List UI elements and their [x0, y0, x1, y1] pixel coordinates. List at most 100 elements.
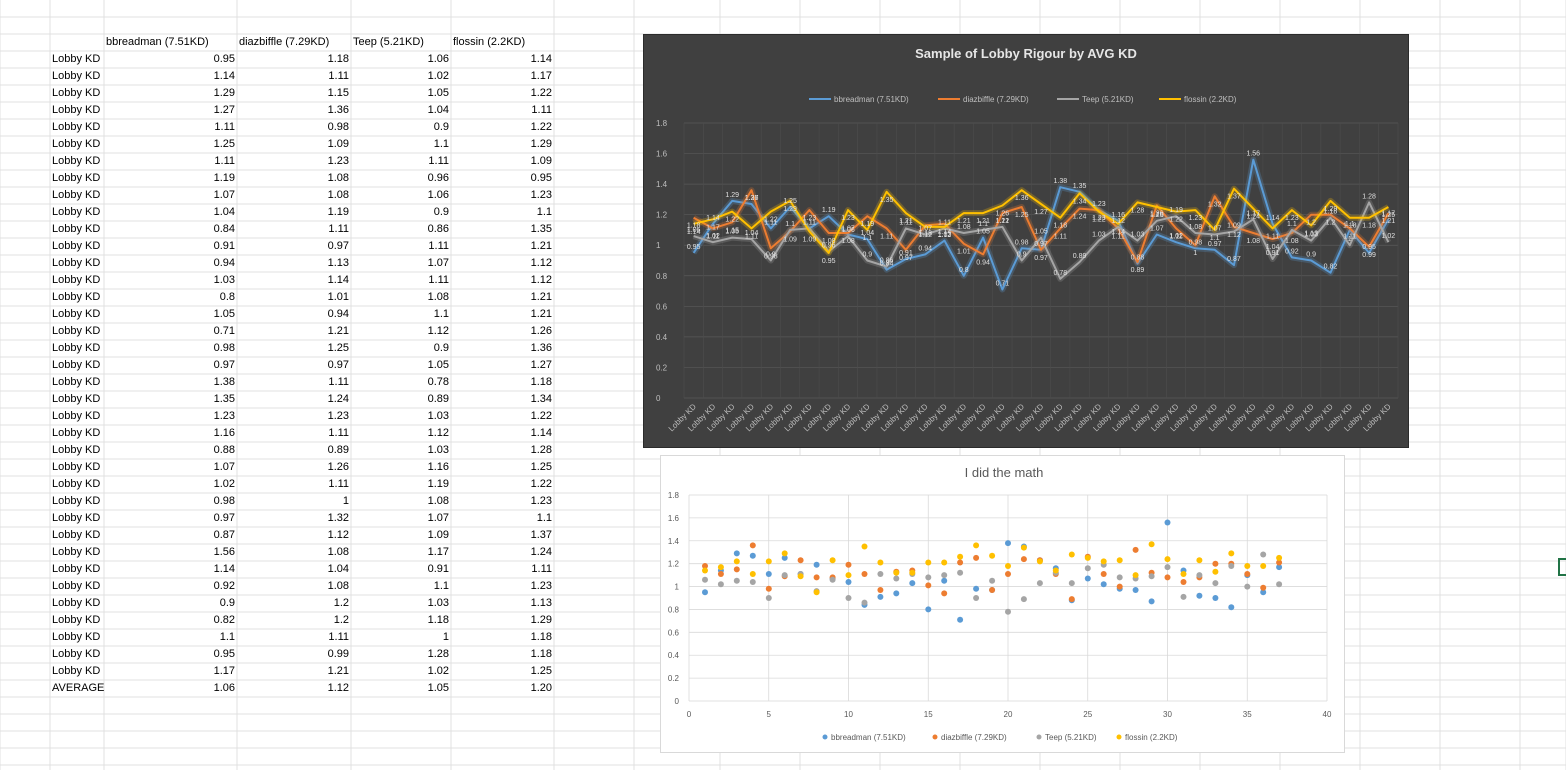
data-cell[interactable]: 1.32 [327, 512, 349, 524]
scatter-point[interactable] [877, 587, 884, 593]
scatter-point[interactable] [749, 542, 756, 549]
scatter-point[interactable] [1212, 560, 1219, 567]
scatter-point[interactable] [925, 574, 932, 581]
data-cell[interactable]: 0.99 [327, 648, 349, 660]
scatter-point[interactable] [1116, 557, 1123, 564]
data-cell[interactable]: 1.02 [427, 70, 449, 82]
data-cell[interactable]: 1.11 [328, 631, 349, 643]
scatter-point[interactable] [765, 595, 772, 601]
data-cell[interactable]: 1.2 [333, 614, 349, 626]
data-cell[interactable]: 0.95 [213, 648, 235, 660]
row-label-cell[interactable]: Lobby KD [52, 172, 101, 184]
data-cell[interactable]: 0.71 [213, 325, 235, 337]
scatter-point[interactable] [1276, 559, 1283, 566]
data-cell[interactable]: 0.94 [327, 308, 349, 320]
row-label-cell[interactable]: Lobby KD [52, 614, 101, 626]
scatter-point[interactable] [1164, 574, 1171, 581]
scatter-point[interactable] [845, 595, 852, 601]
data-cell[interactable]: 1.19 [213, 172, 235, 184]
row-label-cell[interactable]: Lobby KD [52, 291, 101, 303]
data-cell[interactable]: 1.36 [327, 104, 349, 116]
row-label-cell[interactable]: Lobby KD [52, 189, 101, 201]
scatter-point[interactable] [909, 580, 916, 587]
data-cell[interactable]: 1.07 [213, 189, 235, 201]
row-label-cell[interactable]: Lobby KD [52, 104, 101, 116]
scatter-point[interactable] [765, 558, 772, 565]
data-cell[interactable]: 1.23 [530, 189, 552, 201]
scatter-point[interactable] [717, 564, 724, 571]
scatter-point[interactable] [1228, 550, 1235, 557]
scatter-point[interactable] [1132, 572, 1139, 579]
data-cell[interactable]: 1.25 [213, 138, 235, 150]
data-cell[interactable]: 1.08 [427, 291, 449, 303]
scatter-point[interactable] [781, 550, 788, 557]
data-cell[interactable]: 1.23 [327, 155, 349, 167]
scatter-point[interactable] [845, 579, 852, 585]
average-label-cell[interactable]: AVERAGE [52, 682, 105, 694]
data-cell[interactable]: 1.14 [213, 563, 235, 575]
scatter-point[interactable] [1228, 604, 1235, 611]
data-cell[interactable]: 1.17 [427, 546, 449, 558]
data-cell[interactable]: 1.12 [530, 274, 552, 286]
row-label-cell[interactable]: Lobby KD [52, 206, 101, 218]
scatter-point[interactable] [941, 559, 948, 566]
data-cell[interactable]: 1.01 [327, 291, 349, 303]
data-cell[interactable]: 1.29 [530, 614, 552, 626]
scatter-point[interactable] [829, 576, 836, 583]
data-cell[interactable]: 1.19 [427, 478, 449, 490]
scatter-point[interactable] [1180, 571, 1187, 577]
scatter-point[interactable] [749, 579, 756, 585]
series-line[interactable] [693, 189, 1390, 263]
row-label-cell[interactable]: Lobby KD [52, 53, 101, 65]
data-cell[interactable]: 1.28 [427, 648, 449, 660]
scatter-point[interactable] [925, 582, 932, 589]
data-cell[interactable]: 1.17 [213, 665, 235, 677]
scatter-point[interactable] [1020, 596, 1027, 603]
data-cell[interactable]: 1.1 [433, 138, 449, 150]
scatter-point[interactable] [1260, 563, 1267, 569]
data-cell[interactable]: 1.05 [213, 308, 235, 320]
data-cell[interactable]: 0.98 [213, 495, 235, 507]
row-label-cell[interactable]: Lobby KD [52, 597, 101, 609]
data-cell[interactable]: 1.27 [530, 359, 552, 371]
data-cell[interactable]: 1.06 [427, 53, 449, 65]
scatter-point[interactable] [1132, 587, 1139, 593]
data-cell[interactable]: 1.22 [530, 410, 552, 422]
series-line[interactable] [693, 187, 1389, 254]
data-cell[interactable]: 1.26 [530, 325, 552, 337]
scatter-point[interactable] [1276, 554, 1283, 561]
scatter-point[interactable] [717, 571, 724, 577]
data-cell[interactable]: 1.09 [427, 529, 449, 541]
scatter-point[interactable] [781, 572, 788, 579]
scatter-point[interactable] [957, 616, 964, 623]
data-cell[interactable]: 1.08 [427, 495, 449, 507]
row-label-cell[interactable]: Lobby KD [52, 308, 101, 320]
scatter-point[interactable] [717, 581, 724, 588]
data-cell[interactable]: 1.11 [214, 121, 235, 133]
scatter-point[interactable] [813, 589, 820, 596]
row-label-cell[interactable]: Lobby KD [52, 512, 101, 524]
data-cell[interactable]: 1.11 [428, 155, 449, 167]
data-cell[interactable]: 0.8 [219, 291, 235, 303]
data-cell[interactable]: 0.9 [433, 121, 449, 133]
scatter-point[interactable] [749, 571, 756, 577]
scatter-point[interactable] [957, 569, 964, 576]
scatter-point[interactable] [1276, 564, 1283, 571]
scatter-point[interactable] [1068, 551, 1075, 558]
data-cell[interactable]: 0.82 [213, 614, 235, 626]
data-cell[interactable]: 0.9 [433, 342, 449, 354]
data-cell[interactable]: 1.21 [327, 665, 349, 677]
data-cell[interactable]: 1.11 [328, 478, 349, 490]
data-cell[interactable]: 1.23 [327, 410, 349, 422]
scatter-point[interactable] [845, 561, 852, 568]
average-value-cell[interactable]: 1.06 [213, 682, 235, 694]
row-label-cell[interactable]: Lobby KD [52, 325, 101, 337]
data-cell[interactable]: 0.94 [213, 257, 235, 269]
data-cell[interactable]: 1.1 [219, 631, 235, 643]
scatter-point[interactable] [702, 589, 708, 596]
data-cell[interactable]: 1.23 [530, 495, 552, 507]
scatter-point[interactable] [1084, 565, 1091, 572]
data-cell[interactable]: 1.11 [214, 155, 235, 167]
scatter-point[interactable] [1084, 575, 1091, 582]
scatter-point[interactable] [765, 571, 772, 577]
